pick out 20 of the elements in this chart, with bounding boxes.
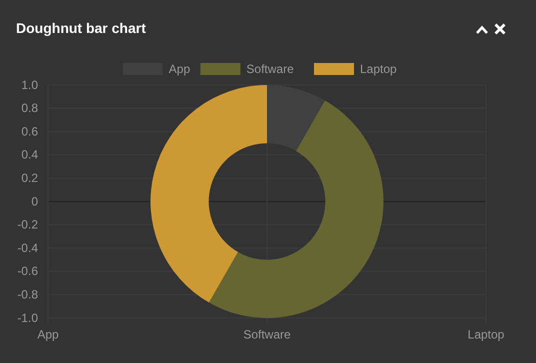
y-tick-label: 0.4	[21, 148, 38, 162]
y-tick-label: 1.0	[21, 78, 38, 92]
x-tick-label: Laptop	[468, 328, 505, 342]
chart-title: Doughnut bar chart	[16, 20, 146, 36]
y-tick-label: -0.4	[17, 240, 38, 255]
y-tick-label: -0.8	[17, 288, 38, 302]
legend-label: Software	[246, 62, 294, 76]
legend-label: Laptop	[360, 62, 398, 76]
y-tick-label: -0.6	[17, 264, 38, 278]
donut-slice	[208, 100, 384, 318]
x-tick-label: Software	[243, 328, 291, 342]
y-tick-label: 0.8	[21, 101, 38, 116]
legend-label: App	[168, 62, 190, 76]
y-tick-label: -1.0	[17, 310, 38, 325]
y-tick-label: -0.2	[17, 218, 38, 232]
x-tick-label: App	[37, 328, 59, 342]
y-tick-label: 0.2	[21, 171, 38, 186]
donut-slice	[150, 85, 267, 303]
y-tick-label: 0	[31, 194, 38, 208]
y-tick-label: 0.6	[21, 124, 38, 138]
